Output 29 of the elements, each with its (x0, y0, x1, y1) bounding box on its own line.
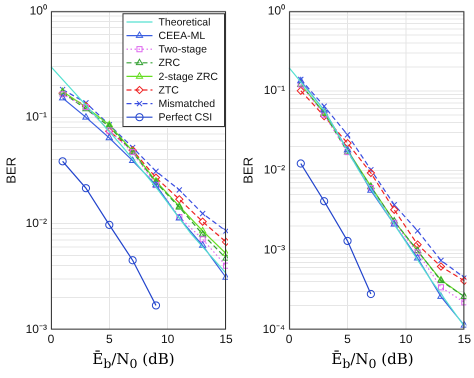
y-tick-label: 10⁻² (264, 162, 286, 177)
legend-label: ZRC (158, 57, 180, 70)
legend-label: 2-stage ZRC (158, 70, 218, 83)
x-tick-label: 5 (344, 332, 352, 346)
x-tick-label: 10 (399, 332, 413, 346)
x-tick-label: 10 (160, 332, 175, 346)
y-tick-label: 10⁰ (268, 4, 286, 18)
x-axis-title: Ē$_{b}$/N$_{0}$ (dB) (92, 350, 175, 371)
x-tick-label: 15 (458, 332, 472, 346)
y-tick-label: 10⁰ (30, 4, 47, 18)
y-tick-label: 10⁻¹ (26, 110, 47, 124)
legend-label: CEEA-ML (158, 30, 206, 42)
legend-label: Mismatched (158, 98, 216, 110)
legend-label: ZTC (158, 84, 180, 96)
y-tick-label: 10⁻¹ (264, 83, 286, 98)
x-tick-label: 0 (286, 332, 293, 346)
x-tick-label: 5 (106, 332, 113, 346)
y-axis-title: BER (3, 157, 18, 184)
legend-label: Two-stage (158, 44, 208, 56)
x-tick-label: 0 (48, 332, 55, 346)
x-tick-label: 15 (219, 332, 233, 346)
y-tick-label: 10⁻³ (26, 322, 47, 336)
y-tick-label: 10⁻² (26, 216, 47, 230)
y-tick-label: 10⁻³ (264, 242, 286, 256)
legend-label: Perfect CSI (158, 112, 212, 124)
legend-label: Theoretical (158, 16, 210, 28)
x-axis-title: Ē$_{b}$/N$_{0}$ (dB) (331, 350, 414, 371)
y-axis-title: BER (240, 157, 256, 184)
y-tick-label: 10⁻⁴ (262, 322, 286, 336)
